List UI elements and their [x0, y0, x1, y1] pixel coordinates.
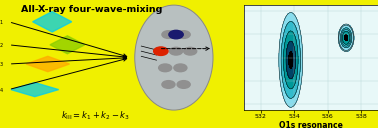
Ellipse shape — [135, 5, 213, 110]
Text: $k_2\,\omega_2$: $k_2\,\omega_2$ — [0, 40, 4, 50]
X-axis label: O1s resonance: O1s resonance — [279, 121, 343, 128]
Circle shape — [154, 47, 168, 55]
Text: $k_3\,\omega_3$: $k_3\,\omega_3$ — [0, 59, 4, 69]
Circle shape — [159, 64, 172, 72]
Circle shape — [177, 81, 190, 88]
Circle shape — [169, 30, 183, 39]
Circle shape — [177, 31, 190, 38]
Circle shape — [162, 81, 175, 88]
Polygon shape — [11, 83, 59, 97]
Circle shape — [174, 64, 187, 72]
Circle shape — [184, 47, 197, 55]
Polygon shape — [26, 56, 70, 72]
Text: All-X-ray four-wave-mixing: All-X-ray four-wave-mixing — [20, 5, 162, 14]
Text: $k_{\rm III}\,\omega_4$: $k_{\rm III}\,\omega_4$ — [0, 84, 4, 95]
Text: $k_1\,\omega_1$: $k_1\,\omega_1$ — [0, 17, 4, 27]
Polygon shape — [50, 36, 85, 54]
Circle shape — [162, 31, 175, 38]
Circle shape — [169, 47, 183, 55]
Circle shape — [154, 47, 167, 55]
Text: $k_{\rm III}=k_1+k_2-k_3$: $k_{\rm III}=k_1+k_2-k_3$ — [61, 109, 130, 122]
Polygon shape — [33, 12, 72, 32]
